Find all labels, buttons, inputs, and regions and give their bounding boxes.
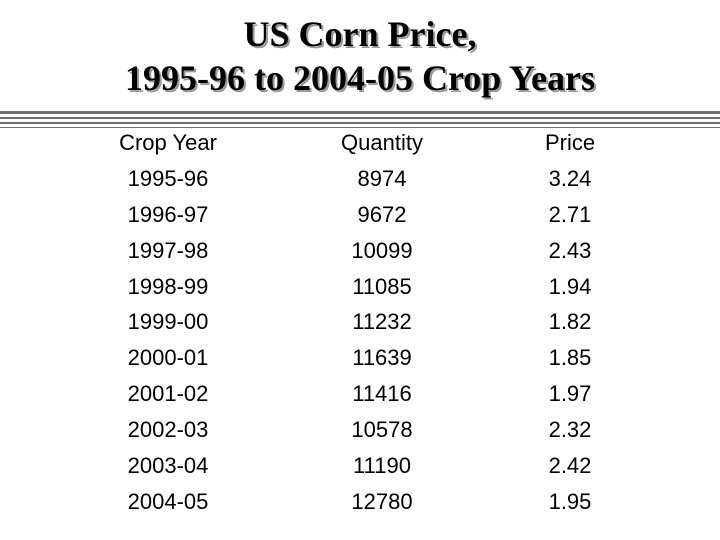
title-divider-rule bbox=[0, 127, 720, 128]
cell-price: 1.95 bbox=[548, 488, 592, 514]
table-row: 2001-02 11416 1.97 bbox=[0, 376, 720, 412]
table-row: 2002-03 10578 2.32 bbox=[0, 412, 720, 448]
cell-crop-year: 1996-97 bbox=[127, 201, 209, 227]
cell-crop-year: 1999-00 bbox=[127, 309, 209, 335]
cell-quantity: 11416 bbox=[352, 381, 412, 407]
cell-quantity: 11085 bbox=[352, 273, 412, 299]
table-row: 2000-01 11639 1.85 bbox=[0, 340, 720, 376]
cell-crop-year: 1995-96 bbox=[127, 165, 209, 191]
cell-price: 2.43 bbox=[548, 237, 592, 263]
cell-quantity: 8974 bbox=[357, 165, 407, 191]
cell-price: 3.24 bbox=[548, 165, 592, 191]
table-header-row: Crop Year Quantity Price bbox=[0, 125, 720, 161]
cell-quantity: 9672 bbox=[357, 201, 407, 227]
header-quantity: Quantity bbox=[341, 130, 423, 155]
cell-quantity: 10099 bbox=[351, 237, 413, 263]
table-row: 1995-96 8974 3.24 bbox=[0, 161, 720, 197]
cell-crop-year: 2000-01 bbox=[127, 345, 209, 371]
slide-title-line-1: US Corn Price, bbox=[243, 14, 477, 54]
table-row: 1999-00 11232 1.82 bbox=[0, 304, 720, 340]
cell-crop-year: 2004-05 bbox=[127, 488, 209, 514]
cell-quantity: 10578 bbox=[351, 417, 413, 443]
cell-quantity: 11639 bbox=[352, 345, 412, 371]
header-price: Price bbox=[544, 130, 596, 155]
table-row: 1997-98 10099 2.43 bbox=[0, 233, 720, 269]
header-crop-year: Crop Year bbox=[119, 130, 217, 155]
cell-price: 1.82 bbox=[548, 309, 592, 335]
cell-crop-year: 1998-99 bbox=[127, 273, 209, 299]
cell-price: 2.42 bbox=[548, 453, 592, 479]
cell-price: 1.94 bbox=[548, 273, 592, 299]
corn-price-table: Crop Year Quantity Price 1995-96 8974 3.… bbox=[0, 125, 720, 520]
cell-crop-year: 2001-02 bbox=[127, 381, 209, 407]
title-divider-rule bbox=[0, 122, 720, 124]
table-row: 1996-97 9672 2.71 bbox=[0, 197, 720, 233]
cell-quantity: 11232 bbox=[352, 309, 412, 335]
cell-price: 1.85 bbox=[548, 345, 592, 371]
title-divider-rule bbox=[0, 111, 720, 114]
cell-price: 2.71 bbox=[548, 201, 592, 227]
slide-title-line-2: 1995-96 to 2004-05 Crop Years bbox=[125, 58, 595, 98]
slide-title: US Corn Price, 1995-96 to 2004-05 Crop Y… bbox=[0, 12, 720, 100]
cell-crop-year: 1997-98 bbox=[127, 237, 209, 263]
cell-crop-year: 2002-03 bbox=[127, 417, 209, 443]
cell-quantity: 11190 bbox=[353, 453, 411, 479]
cell-price: 2.32 bbox=[548, 417, 592, 443]
cell-crop-year: 2003-04 bbox=[127, 453, 209, 479]
table-row: 2004-05 12780 1.95 bbox=[0, 484, 720, 520]
table-row: 1998-99 11085 1.94 bbox=[0, 269, 720, 305]
title-divider-rule bbox=[0, 117, 720, 119]
table-row: 2003-04 11190 2.42 bbox=[0, 448, 720, 484]
cell-quantity: 12780 bbox=[351, 488, 413, 514]
cell-price: 1.97 bbox=[548, 381, 592, 407]
